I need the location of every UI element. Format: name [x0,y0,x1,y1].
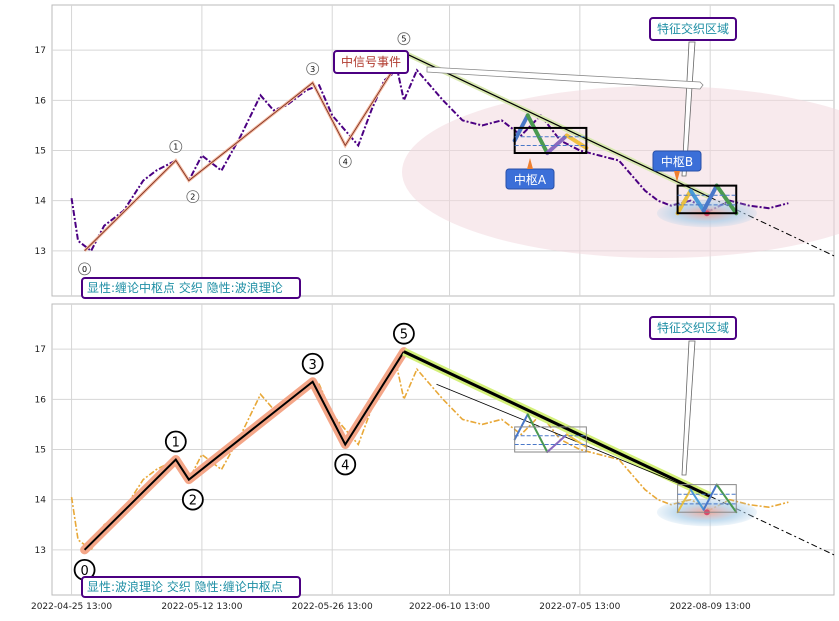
center-b-stroke [675,188,693,216]
secondary-trend-line [436,383,711,497]
y-tick-label: 15 [35,147,46,157]
center-b-stroke [688,188,706,213]
wave-label: 1 [173,143,178,152]
center-box [514,426,587,453]
x-tick-label: 2022-05-12 13:00 [161,602,242,612]
trend-extension [709,196,835,257]
center-a-stroke [526,413,549,454]
wave-label: 4 [341,458,349,473]
wave-label-circle [164,430,187,453]
y-tick-label: 15 [35,446,46,456]
legend-box [81,576,301,598]
feature-zone-box [649,316,737,340]
mid-signal-arrow [426,66,704,90]
x-tick-label: 2022-04-25 13:00 [31,602,112,612]
legend-label: 显性:缠论中枢点 交织 隐性:波浪理论 [87,280,283,295]
wave-label-circle [301,352,324,375]
center-b-stroke [701,183,719,213]
wave-path [84,52,405,252]
wave-label-circle [334,453,357,476]
legend-box [81,277,301,299]
x-tick-label: 2022-07-05 13:00 [539,602,620,612]
center-b-stroke [676,488,692,514]
feature-zone-box [649,17,737,41]
mid-signal-label: 中信号事件 [341,54,401,69]
wave-label: 3 [309,358,317,373]
wave-label-circle [169,140,183,153]
wave-label: 5 [401,35,406,44]
wave-label: 0 [80,564,88,579]
wave-label: 5 [400,328,408,343]
center-b-stroke [702,483,718,511]
wave-label-circle [306,62,320,76]
center-a-stroke [545,133,569,156]
center-box [513,126,588,155]
y-tick-label: 17 [35,345,46,355]
y-tick-label: 16 [35,96,47,106]
wave-label-circle [186,190,200,204]
wave-label: 2 [190,193,195,202]
wave-path [83,351,405,551]
legend-label: 显性:波浪理论 交织 隐性:缠论中枢点 [87,579,283,594]
y-tick-label: 14 [35,197,47,207]
trend-line [403,52,711,198]
center-b-stroke [689,488,705,511]
center-b-pointer [674,171,680,182]
x-tick-label: 2022-06-10 13:00 [409,602,490,612]
feature-zone-label: 特征交织区域 [657,21,729,36]
y-tick-label: 14 [35,496,47,506]
y-tick-label: 13 [35,546,46,556]
y-tick-label: 16 [35,395,47,405]
center-b-stroke [714,183,739,216]
wave-label-circle [392,322,415,345]
center-b-label: 中枢B [661,154,693,169]
wave-label: 3 [310,65,315,74]
wave-label: 1 [172,436,180,451]
feature-zone-arrow [681,340,696,476]
center-b-stroke [715,483,738,514]
center-a-stroke [525,113,550,156]
center-box [677,484,737,513]
wave-label-circle [397,32,411,46]
feature-zone-label: 特征交织区域 [657,320,729,335]
wave-label-circle [78,262,91,276]
center-a-pointer [527,158,533,169]
y-tick-label: 13 [35,247,46,257]
wave-label-circle [338,155,352,168]
trend-line [403,350,711,498]
x-tick-label: 2022-08-09 13:00 [670,602,751,612]
wave-label-circle [181,488,204,511]
center-box [676,184,738,215]
trend-extension [709,495,835,556]
mid-signal-box [333,50,409,74]
x-tick-label: 2022-05-26 13:00 [292,602,373,612]
y-tick-label: 17 [35,46,46,56]
feature-zone-arrow [681,41,696,177]
wave-label: 0 [82,265,87,274]
wave-label: 2 [189,494,197,509]
wave-label: 4 [343,157,348,166]
center-a-stroke [546,433,568,454]
center-a-label: 中枢A [514,172,547,187]
